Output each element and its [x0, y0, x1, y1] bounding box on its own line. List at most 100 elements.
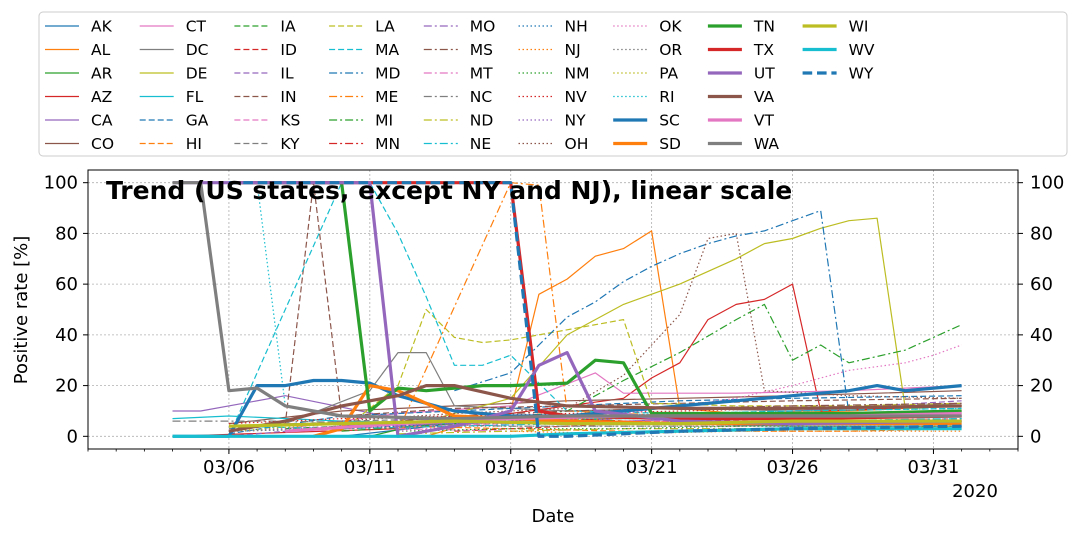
legend-label: TN: [753, 18, 775, 36]
series-line-md: [454, 210, 962, 415]
legend: AK AL AR AZ CA CO CT DC DE FL GA HI IA ID IL IN KS KY LA MA…: [38, 11, 1068, 157]
x-tick-label: 03/11: [344, 457, 396, 478]
legend-label: ND: [470, 112, 494, 130]
legend-label: GA: [186, 112, 209, 130]
legend-item-nm: NM: [518, 65, 589, 83]
legend-label: AR: [91, 65, 113, 83]
series-line-ut: [172, 181, 962, 438]
x-tick-label: 03/06: [203, 457, 255, 478]
x-tick-label: 03/31: [908, 457, 960, 478]
series-line-wa: [172, 181, 962, 421]
legend-label: MD: [375, 65, 400, 83]
legend-item-ma: MA: [329, 41, 399, 59]
legend-item-nd: ND: [423, 112, 494, 130]
legend-item-mo: MO: [423, 18, 496, 36]
legend-item-mi: MI: [329, 112, 393, 130]
legend-label: AL: [91, 41, 111, 59]
legend-label: WI: [849, 18, 869, 36]
y-tick-label-left: 100: [44, 173, 78, 194]
legend-label: NV: [565, 88, 588, 106]
legend-item-ky: KY: [234, 135, 300, 153]
x-tick-label: 03/21: [626, 457, 678, 478]
legend-item-sd: SD: [613, 135, 681, 153]
legend-item-al: AL: [45, 41, 111, 59]
legend-item-ny: NY: [518, 112, 587, 130]
legend-label: NJ: [565, 41, 581, 59]
legend-label: NY: [565, 112, 587, 130]
legend-item-la: LA: [329, 18, 395, 36]
series-line-dc: [285, 352, 962, 425]
legend-item-ct: CT: [139, 18, 207, 36]
y-tick-label-right: 80: [1030, 223, 1053, 244]
legend-item-vt: VT: [707, 112, 775, 130]
legend-item-or: OR: [613, 41, 682, 59]
legend-item-ok: OK: [613, 18, 682, 36]
legend-label: OR: [659, 41, 682, 59]
legend-label: HI: [186, 135, 202, 153]
legend-item-va: VA: [707, 88, 775, 106]
legend-item-ar: AR: [45, 65, 113, 83]
legend-item-ut: UT: [707, 65, 775, 83]
axes-frame: [87, 169, 1019, 450]
legend-item-wv: WV: [802, 41, 875, 59]
legend-item-me: ME: [329, 88, 398, 106]
series-line-az: [172, 283, 962, 437]
legend-item-il: IL: [234, 65, 294, 83]
legend-item-ks: KS: [234, 112, 300, 130]
series-line-wy: [228, 181, 962, 438]
legend-item-nh: NH: [518, 18, 588, 36]
legend-label: ME: [375, 88, 398, 106]
legend-label: OK: [659, 18, 682, 36]
y-tick-label-left: 40: [55, 325, 78, 346]
y-tick-label-right: 0: [1030, 426, 1041, 447]
legend-label: CT: [186, 18, 207, 36]
legend-label: PA: [659, 65, 678, 83]
legend-item-az: AZ: [45, 88, 112, 106]
legend-label: CA: [91, 112, 113, 130]
legend-label: ID: [280, 41, 297, 59]
legend-label: MA: [375, 41, 399, 59]
legend-item-ga: GA: [139, 112, 209, 130]
legend-item-mn: MN: [329, 135, 400, 153]
legend-label: RI: [659, 88, 674, 106]
legend-label: VT: [754, 112, 775, 130]
legend-item-pa: PA: [613, 65, 679, 83]
series-line-de: [397, 217, 962, 430]
legend-item-tn: TN: [707, 18, 775, 36]
legend-item-ne: NE: [423, 135, 491, 153]
legend-label: DE: [186, 65, 208, 83]
y-tick-label-right: 100: [1030, 173, 1064, 194]
x-tick-label: 03/16: [485, 457, 537, 478]
y-tick-label-left: 60: [55, 274, 78, 295]
legend-label: UT: [754, 65, 775, 83]
legend-label: MO: [470, 18, 496, 36]
legend-label: MN: [375, 135, 400, 153]
y-tick-label-right: 40: [1030, 325, 1053, 346]
series-line-mn: [228, 182, 962, 425]
legend-label: AZ: [91, 88, 112, 106]
legend-label: NH: [565, 18, 588, 36]
x-tick-label: 03/26: [767, 457, 819, 478]
legend-item-id: ID: [234, 41, 297, 59]
series-line-in: [228, 182, 962, 432]
legend-item-co: CO: [45, 135, 114, 153]
series-line-ok: [397, 344, 962, 432]
legend-label: OH: [565, 135, 589, 153]
legend-item-fl: FL: [139, 88, 204, 106]
series-line-ri: [228, 182, 962, 420]
legend-item-oh: OH: [518, 135, 589, 153]
series-line-tn: [228, 181, 962, 416]
legend-label: KS: [280, 112, 300, 130]
legend-item-de: DE: [139, 65, 208, 83]
legend-label: WA: [754, 135, 779, 153]
x-axis-year-label: 2020: [952, 481, 998, 502]
legend-item-wi: WI: [802, 18, 869, 36]
legend-item-tx: TX: [707, 41, 774, 59]
y-tick-label-left: 0: [67, 426, 78, 447]
legend-label: FL: [186, 88, 204, 106]
legend-label: SC: [659, 112, 680, 130]
legend-item-ca: CA: [45, 112, 113, 130]
legend-item-ms: MS: [423, 41, 493, 59]
legend-item-nj: NJ: [518, 41, 581, 59]
